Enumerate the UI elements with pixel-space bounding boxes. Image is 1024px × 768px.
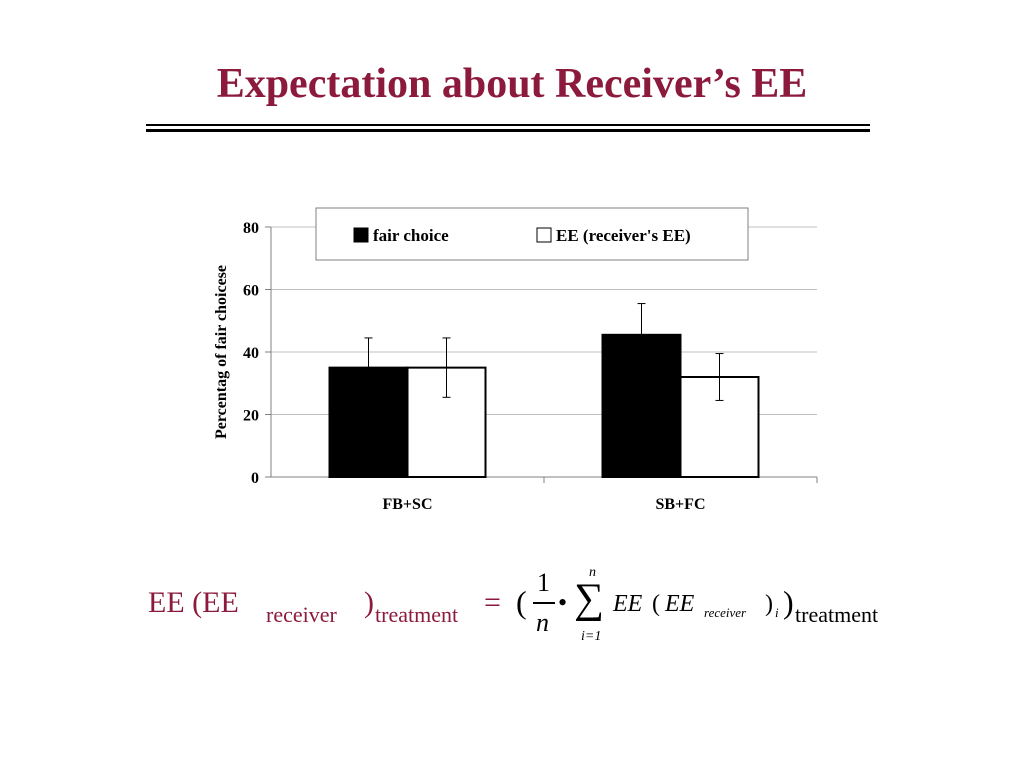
legend-label-fair-choice: fair choice: [373, 226, 449, 245]
y-tick-label: 60: [243, 283, 259, 300]
y-axis-label: Percentag of fair choicese: [213, 265, 230, 439]
title-divider-thin: [146, 124, 870, 126]
x-tick-label: FB+SC: [382, 496, 432, 513]
formula-term-ee: EE: [613, 591, 643, 617]
bars: [328, 333, 760, 478]
formula-dot: •: [558, 588, 568, 617]
legend-swatch-ee-receiver: [536, 227, 552, 243]
tick-labels: 0 20 40 60 80 FB+SC SB+FC: [243, 220, 706, 513]
formula-term-sub-i: i: [775, 605, 779, 620]
y-tick-label: 80: [243, 220, 259, 237]
formula-sum-lower: i=1: [581, 629, 602, 644]
formula-term-open: (: [652, 591, 660, 617]
chart-legend: fair choice EE (receiver's EE): [315, 207, 749, 261]
formula-fraction-bar: [533, 602, 555, 604]
formula-sigma: ∑: [574, 576, 604, 622]
formula-sum-upper: n: [589, 565, 596, 580]
formula-term-close: ): [765, 591, 773, 617]
y-tick-label: 0: [251, 470, 259, 487]
formula-open-paren: (: [516, 584, 527, 620]
slide-title: Expectation about Receiver’s EE: [216, 61, 808, 107]
legend-swatch-fair-choice: [353, 227, 369, 243]
formula-term-sub-receiver: receiver: [704, 605, 747, 620]
x-tick-label: SB+FC: [655, 496, 705, 513]
formula-lhs-paren: ): [364, 586, 374, 619]
formula-lhs-sub-treatment: treatment: [375, 602, 459, 627]
y-tick-label: 20: [243, 408, 259, 425]
formula-lhs-sub-receiver: receiver: [266, 602, 337, 627]
title-divider-thick: [146, 129, 870, 132]
legend-label-ee-receiver: EE (receiver's EE): [556, 226, 691, 245]
formula-rhs-sub-treatment: treatment: [795, 602, 879, 627]
y-tick-label: 40: [243, 345, 259, 362]
formula-close-paren: ): [783, 584, 794, 620]
formula-term-ee2: EE: [665, 591, 695, 617]
error-bars: [364, 303, 724, 401]
formula-lhs-ee: EE (EE: [148, 586, 239, 619]
formula-frac-numerator: 1: [537, 568, 550, 597]
formula-equals: =: [484, 586, 501, 619]
legend-frame: [315, 207, 749, 261]
formula-frac-denominator: n: [536, 608, 549, 637]
bar-chart: 0 20 40 60 80 FB+SC SB+FC Percentag of fair ch…: [213, 207, 818, 513]
